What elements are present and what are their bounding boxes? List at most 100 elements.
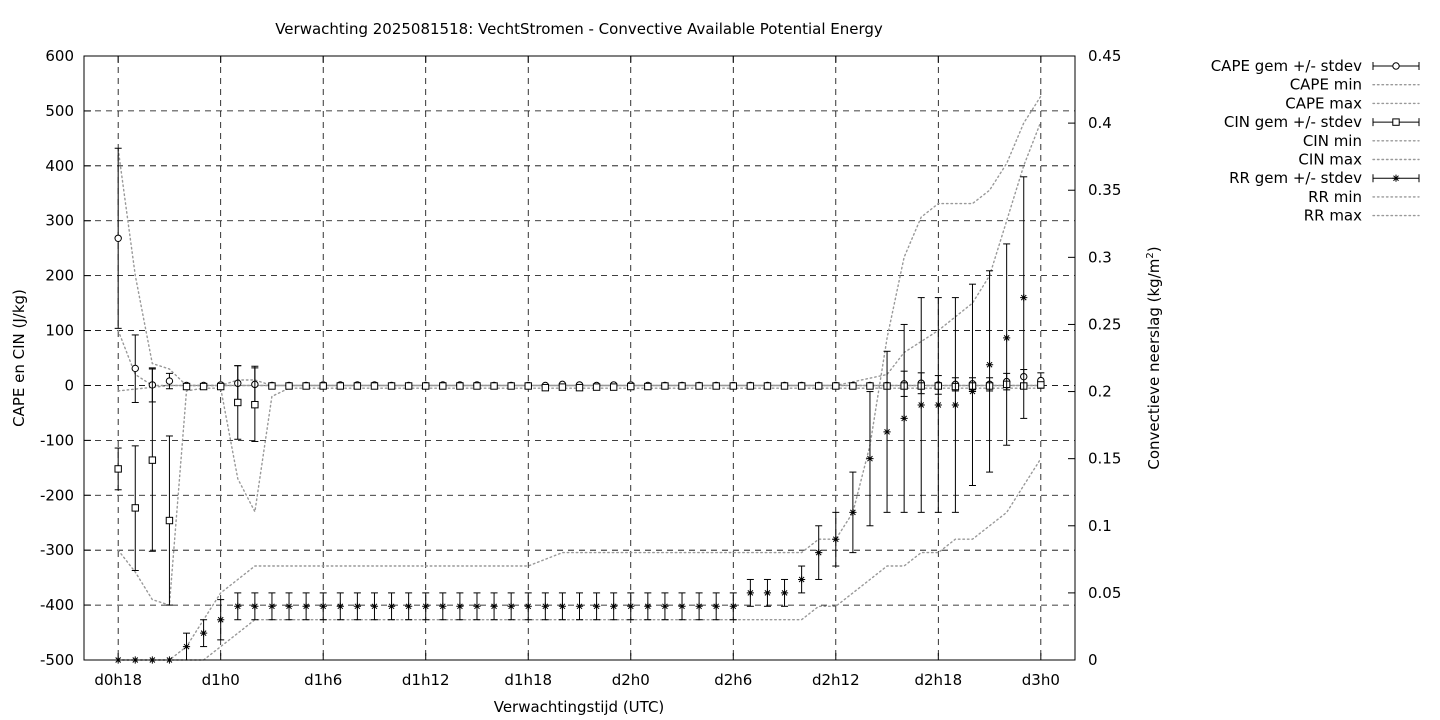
y-tick-label: -500 <box>40 651 74 669</box>
square-marker <box>661 382 669 390</box>
series-line <box>117 329 1042 387</box>
x-tick-label: d0h18 <box>94 671 142 689</box>
square-marker <box>165 516 174 525</box>
square-marker <box>746 382 755 390</box>
star-marker <box>695 602 703 610</box>
plot-frame <box>83 55 1076 661</box>
series-layer <box>114 95 1045 664</box>
square-marker <box>729 382 737 390</box>
x-tick-label: d2h18 <box>914 671 962 689</box>
y2-axis-label-end: ) <box>1145 246 1163 252</box>
y2-tick-label: 0.05 <box>1088 584 1121 602</box>
square-marker <box>456 382 464 390</box>
star-marker <box>405 602 413 610</box>
y-tick-label: -400 <box>40 596 74 614</box>
star-marker <box>319 602 327 610</box>
square-marker <box>319 382 327 390</box>
square-marker <box>473 382 481 390</box>
x-tick-label: d1h12 <box>402 671 450 689</box>
legend-label: RR gem +/- stdev <box>1229 169 1362 187</box>
legend-label: CIN max <box>1298 151 1362 169</box>
square-marker <box>302 382 310 390</box>
legend-label: CAPE gem +/- stdev <box>1211 57 1362 75</box>
star-marker <box>456 602 464 610</box>
legend-label: RR max <box>1304 207 1362 225</box>
star-marker <box>917 401 925 409</box>
square-marker <box>763 382 772 390</box>
star-marker <box>866 455 874 463</box>
square-marker <box>268 382 276 390</box>
series-line <box>117 121 1042 387</box>
star-marker <box>1392 174 1400 182</box>
star-marker <box>217 616 225 624</box>
square-marker <box>353 382 362 390</box>
star-marker <box>610 602 618 610</box>
y-tick-label: 100 <box>45 322 74 340</box>
y2-tick-label: 0.15 <box>1088 450 1121 468</box>
legend-label: CAPE min <box>1290 76 1362 94</box>
grid-lines <box>84 56 1075 660</box>
star-marker <box>627 602 635 610</box>
star-marker <box>575 602 584 610</box>
star-marker <box>302 602 310 610</box>
series-line <box>117 95 1042 661</box>
square-marker <box>422 382 430 390</box>
circle-marker <box>165 377 174 385</box>
y2-tick-label: 0.2 <box>1088 383 1112 401</box>
y2-axis-label: Convectieve neerslag (kg/m2) <box>1145 246 1163 469</box>
y2-tick-label: 0.1 <box>1088 517 1112 535</box>
star-marker <box>285 602 293 610</box>
y-tick-label: 500 <box>45 102 74 120</box>
square-marker <box>199 382 208 391</box>
square-marker <box>832 382 840 390</box>
x-axis-label: Verwachtingstijd (UTC) <box>494 698 665 716</box>
square-marker <box>490 382 498 390</box>
star-marker <box>951 401 959 409</box>
star-marker <box>592 602 601 610</box>
x-tick-label: d1h0 <box>202 671 240 689</box>
y2-tick-label: 0.25 <box>1088 315 1121 333</box>
star-marker <box>678 602 686 610</box>
star-marker <box>268 602 276 610</box>
star-marker <box>251 602 259 610</box>
square-marker <box>234 398 242 407</box>
star-marker <box>644 602 652 610</box>
x-tick-label: d2h6 <box>714 671 752 689</box>
star-marker <box>558 602 567 610</box>
square-marker <box>404 382 413 390</box>
square-marker <box>627 382 635 391</box>
legend-label: CIN min <box>1303 132 1362 150</box>
axes: -500 -400 -300 -200 -100 0 100 200 300 400 500 600 0… <box>40 47 1121 689</box>
square-marker <box>131 504 139 512</box>
y-tick-label: 200 <box>45 267 74 285</box>
star-marker <box>968 387 977 396</box>
circle-marker <box>114 234 122 242</box>
x-tick-label: d2h0 <box>612 671 650 689</box>
star-marker <box>798 575 806 584</box>
square-marker <box>849 382 857 390</box>
y2-tick-label: 0.4 <box>1088 114 1112 132</box>
legend-label: RR min <box>1308 188 1362 206</box>
star-marker <box>370 602 379 610</box>
y-tick-label: -100 <box>40 431 74 449</box>
star-marker <box>900 414 908 422</box>
y-tick-label: 0 <box>64 376 74 394</box>
star-marker <box>883 428 891 436</box>
circle-marker <box>131 364 139 373</box>
x-tick-label: d1h6 <box>304 671 342 689</box>
square-marker <box>609 383 618 391</box>
square-marker <box>524 382 532 390</box>
y2-tick-label: 0.3 <box>1088 248 1112 266</box>
x-tick-label: d3h0 <box>1022 671 1060 689</box>
star-marker <box>729 602 737 610</box>
square-marker <box>866 382 874 390</box>
square-marker <box>797 382 806 390</box>
star-marker <box>524 602 532 610</box>
square-marker <box>182 382 191 391</box>
y2-axis-label-main: Convectieve neerslag (kg/m <box>1145 259 1163 470</box>
x-tick-label: d1h18 <box>504 671 552 689</box>
y-tick-label: 400 <box>45 157 74 175</box>
star-marker <box>490 602 498 610</box>
square-marker <box>114 465 122 473</box>
